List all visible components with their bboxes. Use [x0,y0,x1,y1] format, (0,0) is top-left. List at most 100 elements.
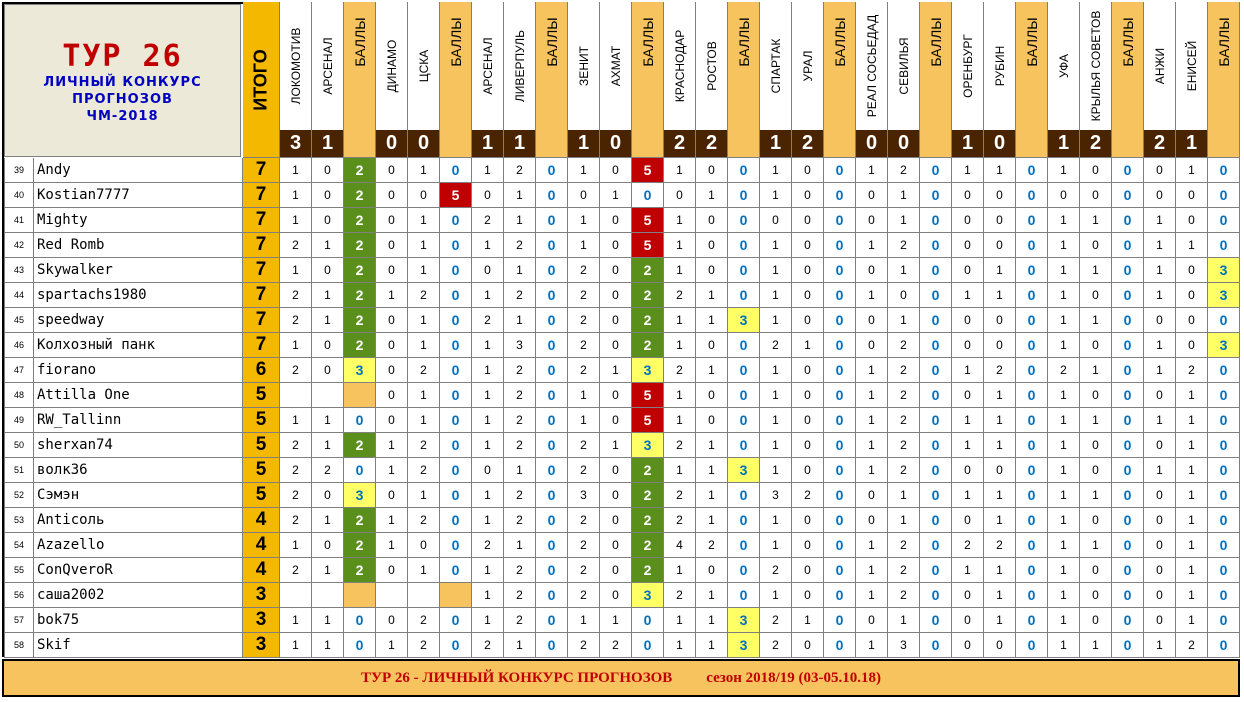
prediction-home: 0 [472,458,504,483]
prediction-away: 1 [888,208,920,233]
match-points: 0 [440,358,472,383]
prediction-away: 2 [504,433,536,458]
match-points: 0 [728,208,760,233]
prediction-home [280,383,312,408]
prediction-home: 1 [760,533,792,558]
prediction-away: 1 [312,308,344,333]
prediction-away: 1 [984,408,1016,433]
match-2-home-team: ДИНАМО [376,2,408,130]
team-name: УРАЛ [800,50,815,82]
match-5-score-home: 2 [664,130,696,158]
points-label: БАЛЛЫ [927,17,944,67]
match-points: 0 [1016,558,1048,583]
match-points: 2 [344,433,376,458]
prediction-away: 0 [1080,558,1112,583]
match-5-home-team: КРАСНОДАР [664,2,696,130]
match-points [344,383,376,408]
match-points: 0 [1112,408,1144,433]
match-4-score-away: 0 [600,130,632,158]
prediction-home: 1 [1048,608,1080,633]
match-points: 0 [440,558,472,583]
prediction-away: 2 [504,508,536,533]
participant-name: Skif [34,633,243,658]
prediction-home: 2 [664,358,696,383]
row-number: 49 [4,408,34,433]
match-points: 2 [344,233,376,258]
row-number: 42 [4,233,34,258]
row-number: 55 [4,558,34,583]
prediction-away: 1 [408,383,440,408]
prediction-away: 1 [1080,358,1112,383]
points-label: БАЛЛЫ [639,17,656,67]
match-2-score-home: 0 [376,130,408,158]
match-points: 0 [920,458,952,483]
match-6-score-home: 1 [760,130,792,158]
match-points: 0 [1112,458,1144,483]
match-points: 0 [920,283,952,308]
team-name: КРАСНОДАР [672,29,687,103]
match-points: 0 [344,458,376,483]
team-name: АНЖИ [1152,47,1167,85]
prediction-away: 0 [1176,333,1208,358]
match-points: 0 [536,383,568,408]
prediction-away: 1 [312,558,344,583]
prediction-home: 1 [952,558,984,583]
match-points: 0 [1016,158,1048,183]
prediction-away: 2 [504,608,536,633]
prediction-away [408,583,440,608]
prediction-home: 0 [952,508,984,533]
prediction-home: 1 [1048,583,1080,608]
prediction-away: 0 [792,158,824,183]
prediction-home: 1 [856,558,888,583]
prediction-home: 1 [376,433,408,458]
prediction-away: 0 [600,333,632,358]
prediction-home: 2 [280,508,312,533]
prediction-away: 1 [696,608,728,633]
match-points: 0 [1208,483,1240,508]
prediction-home: 0 [376,183,408,208]
match-points: 0 [920,558,952,583]
match-points: 0 [344,408,376,433]
prediction-home: 0 [952,383,984,408]
prediction-home: 1 [1048,483,1080,508]
match-points: 0 [1112,483,1144,508]
match-6-points-header: БАЛЛЫ [824,2,856,158]
row-number: 45 [4,308,34,333]
prediction-away: 1 [1080,408,1112,433]
prediction-home [376,583,408,608]
prediction-away: 2 [1176,633,1208,658]
team-name: ЛОКОМОТИВ [288,27,303,105]
prediction-home: 2 [568,258,600,283]
prediction-home: 1 [760,258,792,283]
prediction-home: 2 [280,433,312,458]
prediction-away: 0 [792,633,824,658]
prediction-home: 1 [760,158,792,183]
match-points: 0 [920,333,952,358]
match-points: 0 [1208,508,1240,533]
prediction-home: 1 [1144,283,1176,308]
prediction-home: 0 [376,608,408,633]
prediction-away: 1 [1176,433,1208,458]
match-points: 0 [440,508,472,533]
prediction-home: 1 [472,433,504,458]
prediction-away: 0 [312,183,344,208]
match-points: 0 [728,508,760,533]
prediction-away: 0 [696,158,728,183]
prediction-away: 1 [504,458,536,483]
prediction-away: 1 [1176,458,1208,483]
participant-name: Andy [34,158,243,183]
team-name: АРСЕНАЛ [480,37,495,95]
match-points: 0 [824,558,856,583]
participant-name: fiorano [34,358,243,383]
prediction-home: 1 [1048,383,1080,408]
match-points: 0 [1208,533,1240,558]
prediction-away: 1 [696,458,728,483]
team-name: ЗЕНИТ [576,46,591,86]
prediction-home: 0 [1144,583,1176,608]
match-points: 0 [824,508,856,533]
match-points: 0 [536,258,568,283]
points-label: БАЛЛЫ [447,17,464,67]
match-points: 0 [536,433,568,458]
match-points: 0 [632,183,664,208]
prediction-away [312,583,344,608]
